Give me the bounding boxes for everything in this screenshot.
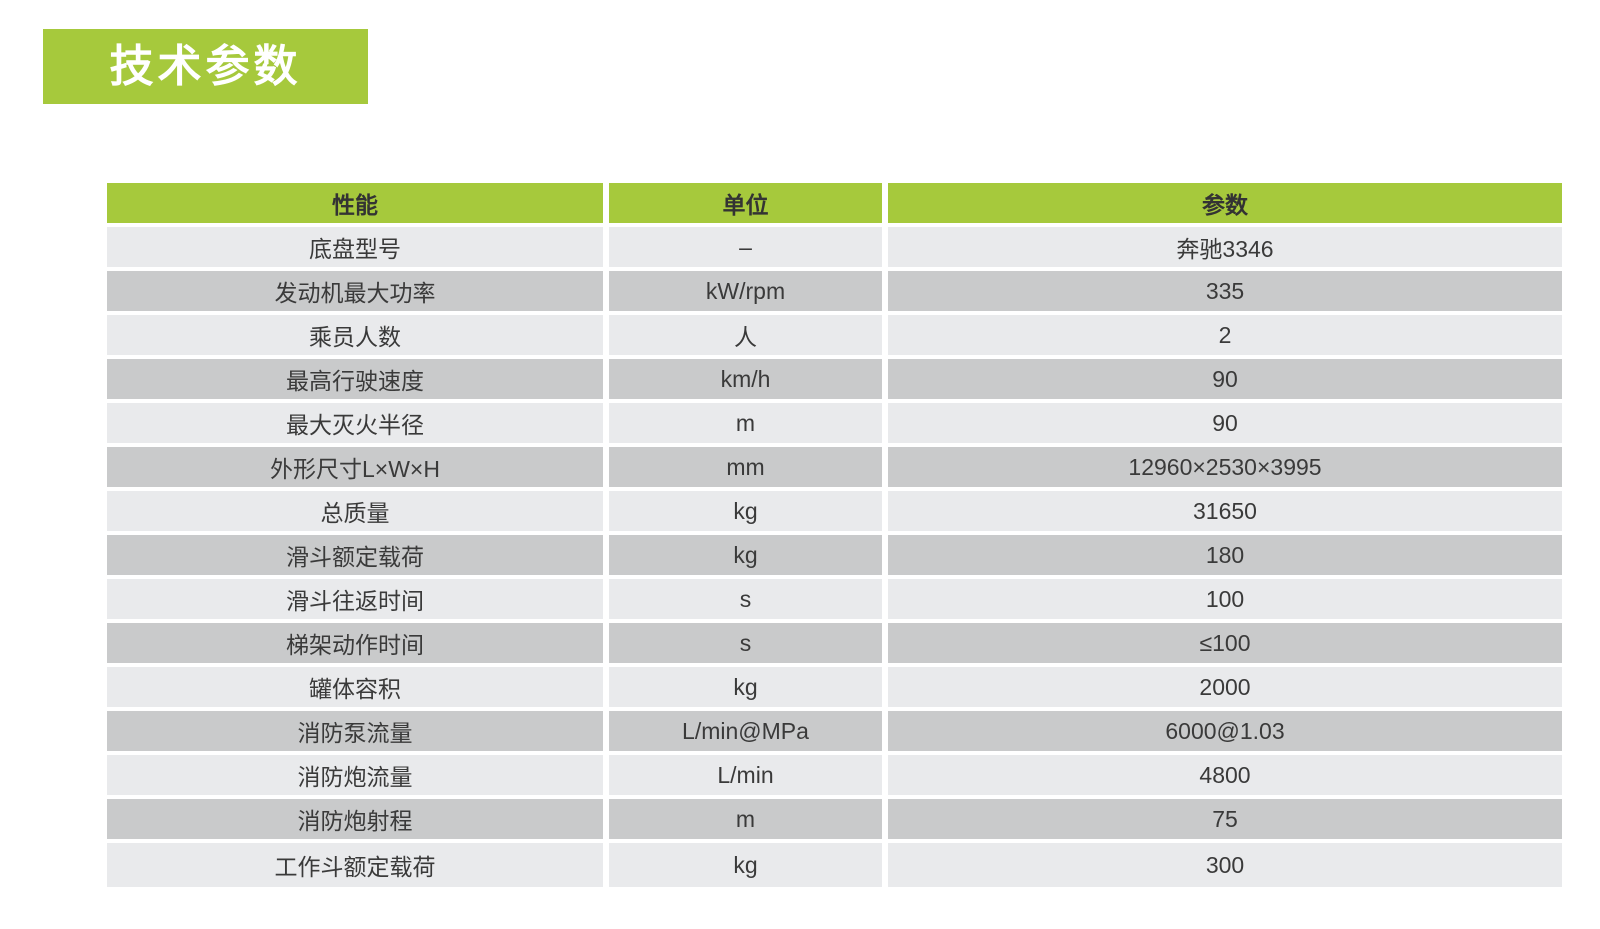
spec-unit: kg (609, 843, 888, 887)
table-row: 最大灭火半径 m 90 (107, 403, 1562, 447)
spec-unit: mm (609, 447, 888, 491)
spec-value: 90 (888, 403, 1562, 447)
spec-label: 最大灭火半径 (107, 403, 609, 447)
spec-value: 4800 (888, 755, 1562, 799)
spec-unit: m (609, 799, 888, 843)
table-row: 总质量 kg 31650 (107, 491, 1562, 535)
spec-unit: kg (609, 535, 888, 579)
table-row: 最高行驶速度 km/h 90 (107, 359, 1562, 403)
spec-label: 消防炮流量 (107, 755, 609, 799)
spec-label: 消防泵流量 (107, 711, 609, 755)
column-header-unit: 单位 (609, 183, 888, 227)
section-title-banner: 技术参数 (43, 29, 368, 104)
spec-unit: s (609, 623, 888, 667)
spec-label: 罐体容积 (107, 667, 609, 711)
spec-unit: km/h (609, 359, 888, 403)
spec-unit: L/min (609, 755, 888, 799)
spec-unit: kg (609, 491, 888, 535)
table-row: 发动机最大功率 kW/rpm 335 (107, 271, 1562, 315)
spec-label: 工作斗额定载荷 (107, 843, 609, 887)
section-title: 技术参数 (109, 41, 302, 91)
spec-value: 奔驰3346 (888, 227, 1562, 271)
spec-label: 滑斗额定载荷 (107, 535, 609, 579)
spec-label: 发动机最大功率 (107, 271, 609, 315)
table-row: 底盘型号 – 奔驰3346 (107, 227, 1562, 271)
spec-table-header: 性能 单位 参数 (107, 183, 1562, 227)
spec-unit: 人 (609, 315, 888, 359)
table-row: 外形尺寸L×W×H mm 12960×2530×3995 (107, 447, 1562, 491)
table-row: 消防泵流量 L/min@MPa 6000@1.03 (107, 711, 1562, 755)
spec-label: 外形尺寸L×W×H (107, 447, 609, 491)
spec-value: 12960×2530×3995 (888, 447, 1562, 491)
table-row: 滑斗往返时间 s 100 (107, 579, 1562, 623)
spec-unit: L/min@MPa (609, 711, 888, 755)
column-header-performance: 性能 (107, 183, 609, 227)
spec-table-body: 底盘型号 – 奔驰3346 发动机最大功率 kW/rpm 335 乘员人数 人 … (107, 227, 1562, 887)
spec-label: 总质量 (107, 491, 609, 535)
spec-value: 6000@1.03 (888, 711, 1562, 755)
spec-unit: m (609, 403, 888, 447)
spec-label: 底盘型号 (107, 227, 609, 271)
spec-value: 2000 (888, 667, 1562, 711)
spec-label: 乘员人数 (107, 315, 609, 359)
spec-value: 2 (888, 315, 1562, 359)
spec-label: 梯架动作时间 (107, 623, 609, 667)
spec-value: 180 (888, 535, 1562, 579)
table-row: 乘员人数 人 2 (107, 315, 1562, 359)
column-header-parameter: 参数 (888, 183, 1562, 227)
table-row: 消防炮射程 m 75 (107, 799, 1562, 843)
spec-value: 75 (888, 799, 1562, 843)
spec-unit: kg (609, 667, 888, 711)
spec-unit: s (609, 579, 888, 623)
spec-value: 31650 (888, 491, 1562, 535)
header-row: 性能 单位 参数 (107, 183, 1562, 227)
spec-unit: – (609, 227, 888, 271)
spec-label: 最高行驶速度 (107, 359, 609, 403)
spec-value: 300 (888, 843, 1562, 887)
spec-value: 100 (888, 579, 1562, 623)
table-row: 消防炮流量 L/min 4800 (107, 755, 1562, 799)
spec-unit: kW/rpm (609, 271, 888, 315)
spec-value: 335 (888, 271, 1562, 315)
spec-value: 90 (888, 359, 1562, 403)
table-row: 梯架动作时间 s ≤100 (107, 623, 1562, 667)
table-row: 滑斗额定载荷 kg 180 (107, 535, 1562, 579)
table-row: 工作斗额定载荷 kg 300 (107, 843, 1562, 887)
spec-value: ≤100 (888, 623, 1562, 667)
table-row: 罐体容积 kg 2000 (107, 667, 1562, 711)
spec-label: 滑斗往返时间 (107, 579, 609, 623)
spec-table: 性能 单位 参数 底盘型号 – 奔驰3346 发动机最大功率 kW/rpm 33… (107, 183, 1562, 887)
spec-label: 消防炮射程 (107, 799, 609, 843)
